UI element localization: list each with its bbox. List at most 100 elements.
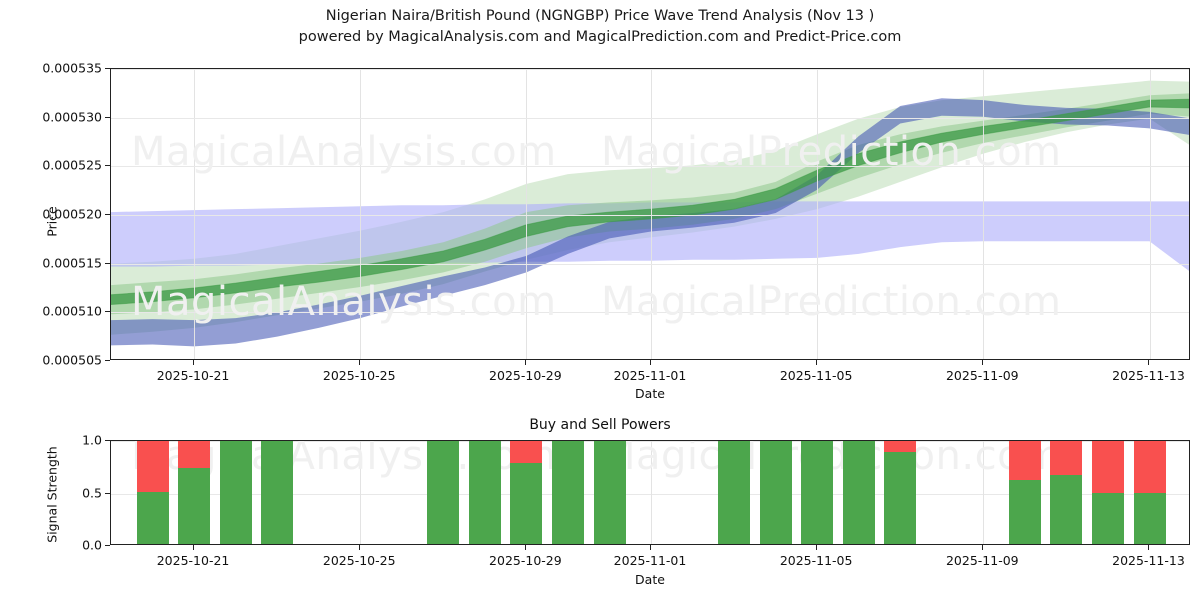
sell-power-segment [510,441,543,464]
buy-sell-x-tick-mark [193,545,195,550]
buy-power-segment [219,441,252,544]
price-x-tick-label: 2025-11-13 [1112,368,1185,383]
price-gridline-horizontal [111,312,1189,314]
price-x-tick-label: 2025-11-09 [945,368,1019,383]
price-y-axis-label: Price [44,206,60,237]
buy-sell-bar[interactable] [759,441,792,544]
price-y-tick-label: 0.000535 [42,60,102,76]
sell-power-segment [884,441,917,452]
price-x-tick-label: 2025-11-01 [613,368,687,383]
price-y-tick-label: 0.000515 [42,255,102,271]
price-gridline-vertical [651,69,652,359]
buy-sell-gridline-vertical [360,441,362,544]
buy-sell-bar[interactable] [1133,441,1166,544]
buy-sell-bar[interactable] [1091,441,1124,544]
buy-sell-gridline-vertical [983,441,985,544]
buy-sell-bar[interactable] [468,441,501,544]
price-x-tick-mark [650,360,651,365]
buy-sell-bar[interactable] [1008,441,1041,544]
buy-power-segment [261,441,294,544]
sell-power-segment [1133,441,1166,493]
buy-sell-bar[interactable] [842,441,875,544]
buy-sell-y-tick-mark [105,545,110,546]
price-band-area [111,93,1189,315]
price-gridline-vertical [983,69,985,359]
price-wave-bands [111,80,1189,347]
buy-sell-powers-panel: Buy and Sell Powers MagicalAnalysis.comM… [0,405,1200,600]
buy-sell-gridline-horizontal [111,441,1189,442]
price-x-axis-label: Date [635,386,665,401]
buy-sell-x-tick-mark [525,545,527,550]
buy-sell-x-tick-label: 2025-11-05 [779,553,853,568]
price-wave-panel: MagicalAnalysis.com MagicalPrediction.com… [42,60,1190,401]
buy-sell-bar[interactable] [718,441,751,544]
price-x-tick-mark [359,360,361,365]
price-x-tick-label: 2025-10-25 [322,368,396,383]
buy-sell-y-tick-label: 0.5 [82,485,102,500]
price-x-tick-mark [193,360,195,365]
buy-power-segment [427,441,460,544]
price-y-tick-mark [105,116,110,118]
buy-sell-y-tick-mark [105,440,110,441]
price-gridline-vertical [360,69,362,359]
buy-sell-bar[interactable] [1050,441,1083,544]
price-x-tick-mark [816,360,818,365]
price-x-tick-mark [525,360,527,365]
buy-sell-x-tick-mark [982,545,984,550]
price-y-tick-mark [105,262,110,264]
price-gridline-vertical [526,69,528,359]
buy-sell-x-tick-mark [359,545,361,550]
buy-sell-bar[interactable] [593,441,626,544]
buy-sell-gridline-vertical [651,441,652,544]
buy-sell-y-tick-label: 0.0 [82,537,102,553]
price-x-tick-mark [982,360,984,365]
sell-power-segment [1008,441,1041,480]
price-y-tick-mark [105,165,110,167]
buy-sell-bar[interactable] [801,441,834,544]
buy-sell-x-axis-label: Date [635,572,665,587]
page-subtitle: powered by MagicalAnalysis.com and Magic… [298,29,902,45]
buy-power-segment [842,441,875,544]
price-x-tick-label: 2025-10-29 [489,368,562,383]
sell-power-segment [178,441,211,469]
price-gridline-horizontal [111,166,1189,168]
buy-sell-bar[interactable] [178,441,211,544]
price-y-tick-label: 0.000505 [42,352,102,368]
price-y-tick-mark [105,214,110,215]
buy-sell-bar[interactable] [510,441,543,544]
buy-power-segment [759,441,792,544]
buy-power-segment [1091,492,1124,544]
price-gridline-vertical [817,69,819,359]
price-gridline-horizontal [111,117,1189,119]
buy-sell-x-tick-mark [816,545,818,550]
buy-power-segment [178,468,211,544]
price-band-area [111,201,1189,271]
price-x-tick-label: 2025-11-05 [779,368,853,383]
price-y-tick-label: 0.000520 [42,206,102,222]
buy-sell-bar[interactable] [261,441,294,544]
price-y-tick-mark [105,68,110,69]
buy-sell-bar[interactable] [136,441,169,544]
buy-sell-y-tick-label: 1.0 [82,432,102,448]
price-x-tick-label: 2025-10-21 [156,368,230,383]
buy-sell-bar[interactable] [551,441,584,544]
sell-power-segment [1050,441,1083,475]
price-y-tick-mark [105,311,110,313]
buy-power-segment [1008,479,1041,544]
page-title: Nigerian Naira/British Pound (NGNGBP) Pr… [325,8,875,24]
buy-sell-bar[interactable] [219,441,252,544]
buy-power-segment [718,441,751,544]
buy-power-segment [510,463,543,544]
buy-power-segment [1050,474,1083,544]
price-gridline-horizontal [111,263,1189,265]
price-x-tick-mark [1148,360,1150,365]
sell-power-segment [136,441,169,492]
price-plot-area: MagicalAnalysis.com MagicalPrediction.com… [110,68,1190,360]
price-y-tick-label: 0.000525 [42,157,102,173]
buy-sell-x-tick-label: 2025-10-21 [156,553,230,568]
price-y-tick-label: 0.000510 [42,303,102,319]
buy-sell-x-tick-label: 2025-11-01 [613,553,687,568]
buy-sell-bar[interactable] [427,441,460,544]
buy-sell-bar[interactable] [884,441,917,544]
